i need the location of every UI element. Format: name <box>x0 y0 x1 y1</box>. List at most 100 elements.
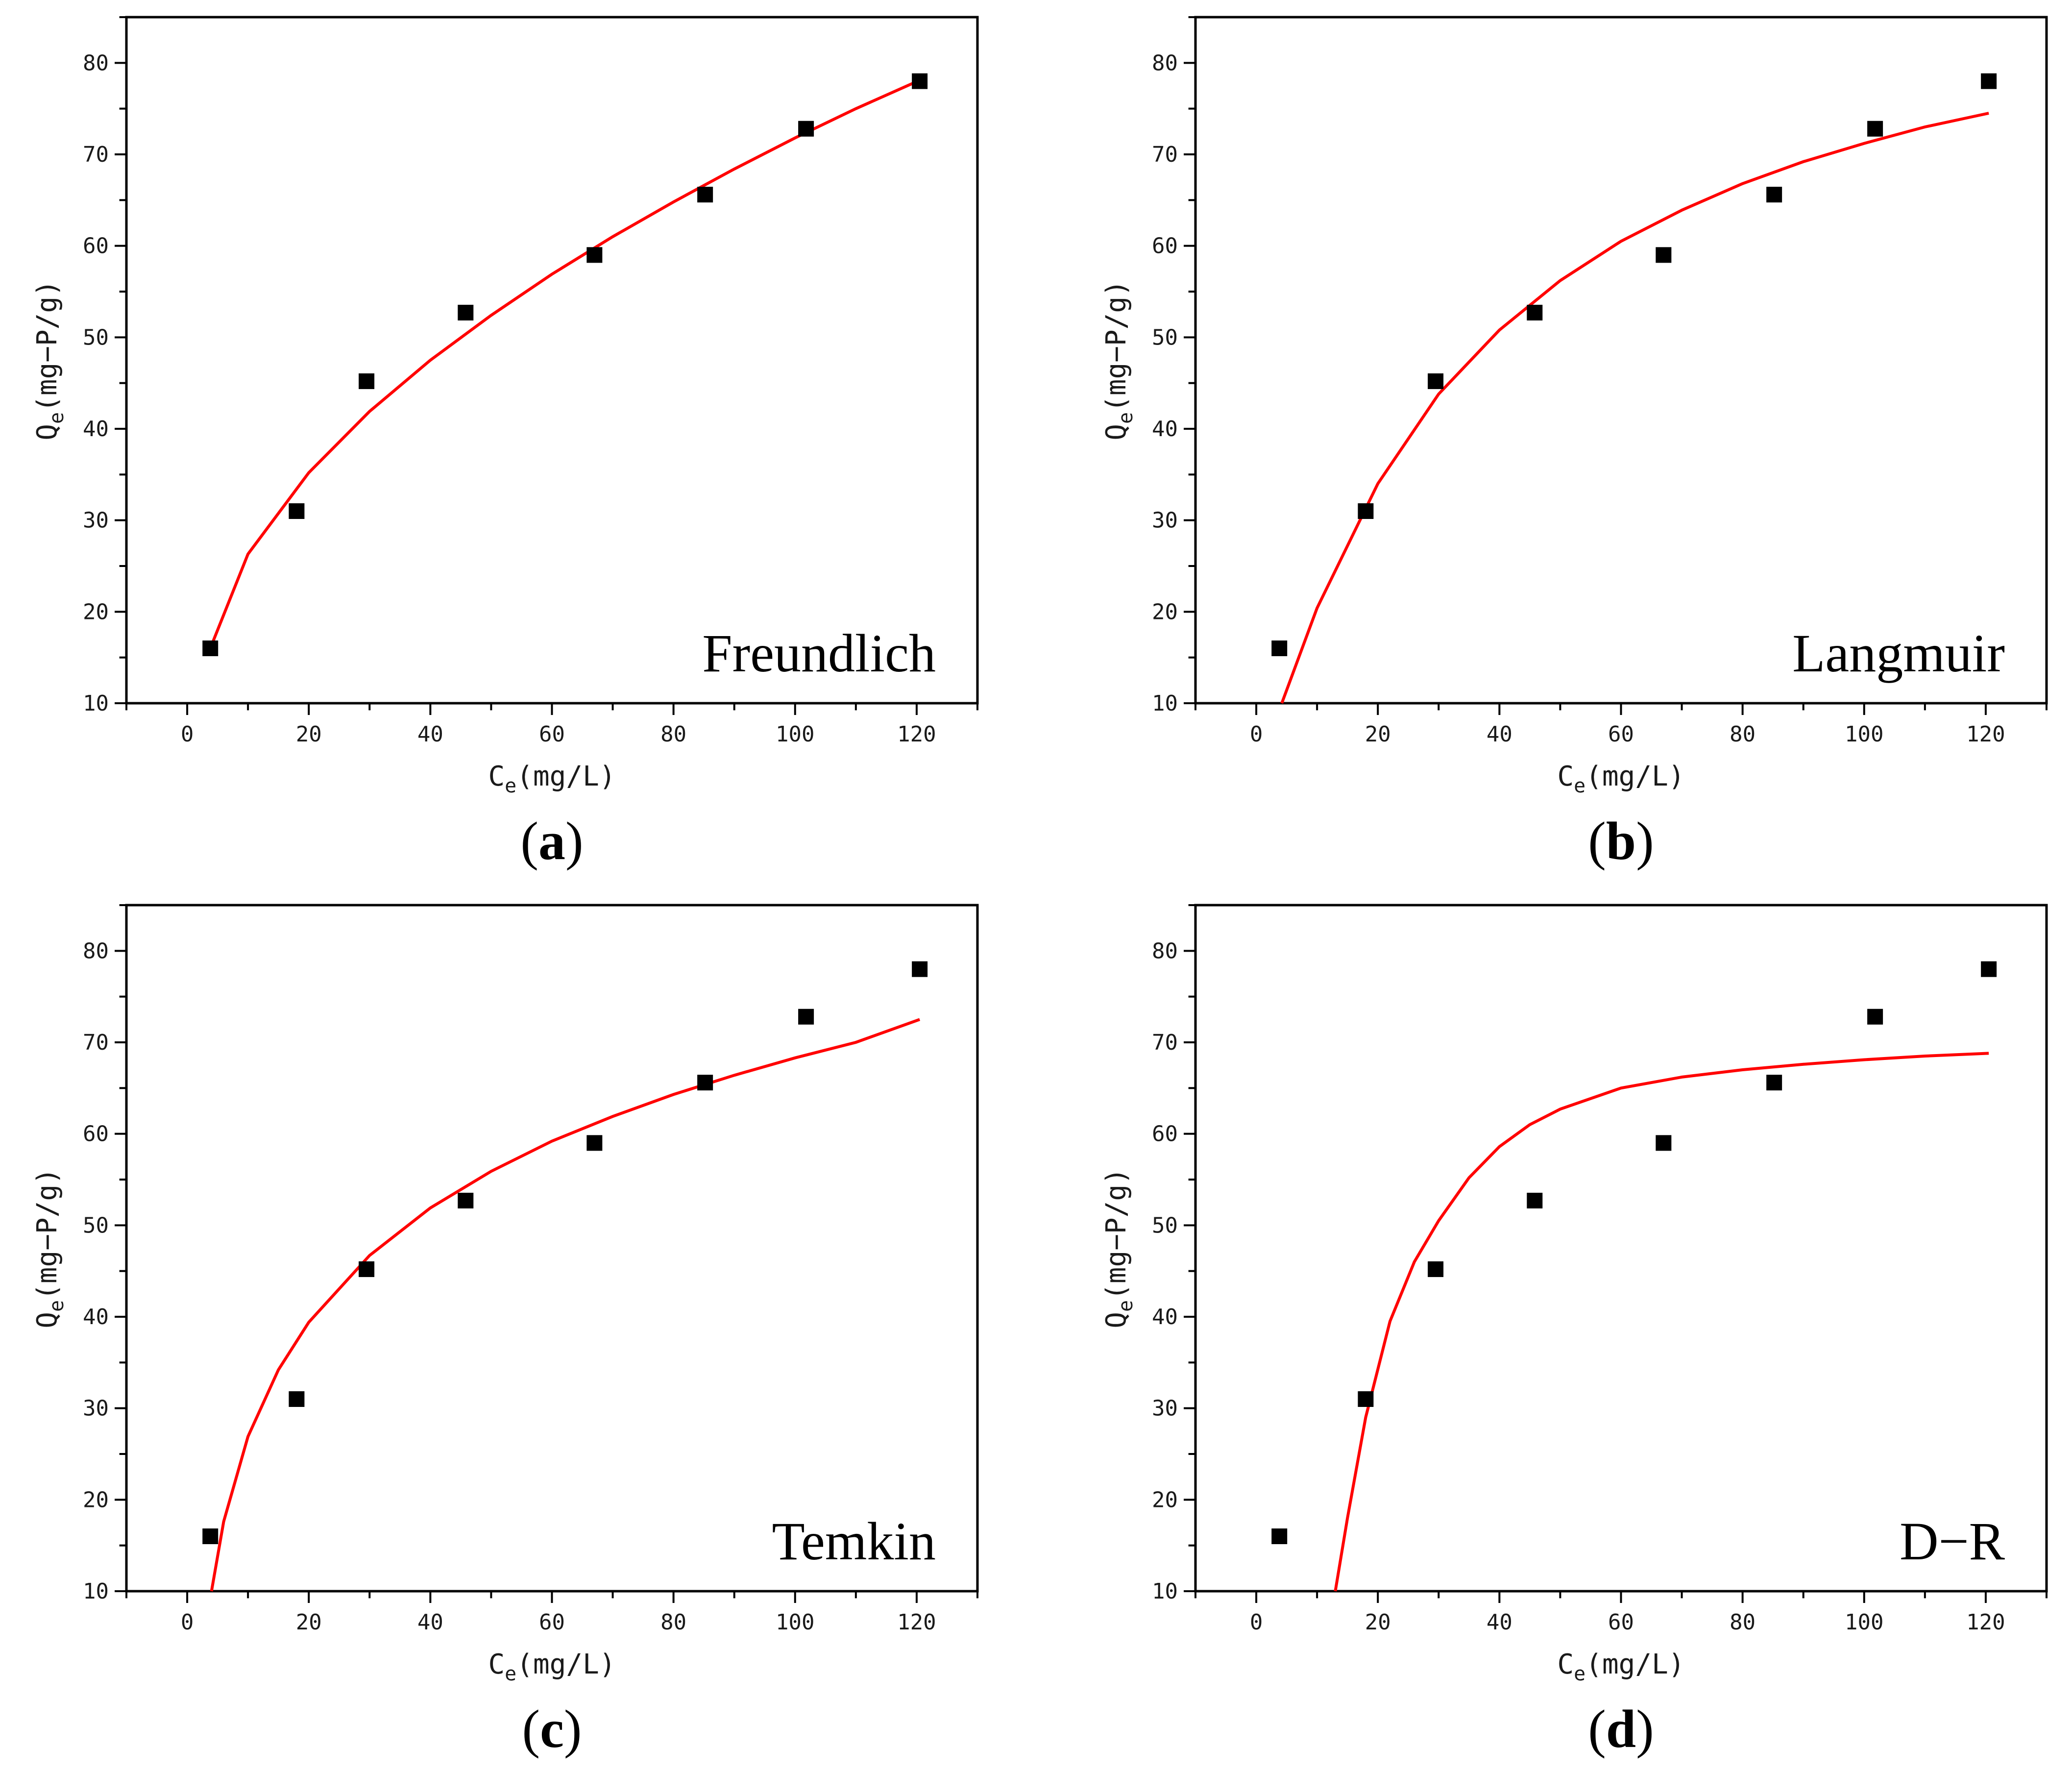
data-point-marker <box>458 1192 474 1208</box>
fit-curve <box>209 79 921 649</box>
y-tick-label: 80 <box>83 50 109 75</box>
x-tick-label: 60 <box>539 722 565 747</box>
caption-open-paren: ( <box>520 811 538 871</box>
data-point-marker <box>912 73 928 89</box>
y-tick-label: 30 <box>1152 1396 1178 1421</box>
data-point-marker <box>202 1528 219 1544</box>
caption-letter: b <box>1606 811 1636 871</box>
model-label: Freundlich <box>702 623 936 683</box>
y-tick-labels: 10 20 30 40 50 60 70 80 <box>83 50 109 716</box>
data-point-marker <box>1271 640 1288 656</box>
panel-caption: (a) <box>520 811 583 871</box>
data-points <box>1271 73 1997 656</box>
x-axis-label-subscript: e <box>505 1663 516 1685</box>
data-point-marker <box>1656 1135 1672 1151</box>
y-tick-labels: 10 20 30 40 50 60 70 80 <box>1152 50 1178 716</box>
x-tick-label: 120 <box>1966 1610 2005 1635</box>
x-axis-label: Ce(mg/L) <box>488 761 615 797</box>
y-axis-label-units: (mg−P/g) <box>1100 1168 1132 1300</box>
data-point-marker <box>1656 247 1672 263</box>
x-axis-label-subscript: e <box>1574 1663 1585 1685</box>
x-tick-label: 100 <box>1845 722 1883 747</box>
y-tick-label: 50 <box>1152 1213 1178 1238</box>
data-point-marker <box>458 304 474 320</box>
x-tick-label: 40 <box>417 1610 443 1635</box>
x-axis-label-main: C <box>488 1649 505 1680</box>
data-point-marker <box>912 961 928 977</box>
y-tick-label: 70 <box>1152 1030 1178 1055</box>
y-tick-label: 40 <box>1152 417 1178 442</box>
x-axis-label-main: C <box>1557 761 1574 792</box>
data-point-marker <box>359 373 375 389</box>
y-tick-label: 40 <box>1152 1305 1178 1330</box>
data-point-marker <box>1867 1009 1883 1025</box>
x-tick-label: 40 <box>1487 1610 1512 1635</box>
fit-curve <box>210 1018 921 1592</box>
x-axis-label-subscript: e <box>505 775 516 797</box>
caption-letter: a <box>538 811 565 871</box>
y-tick-label: 10 <box>83 1579 109 1604</box>
x-axis-label: Ce(mg/L) <box>488 1649 615 1685</box>
y-tick-label: 60 <box>1152 1122 1178 1147</box>
x-axis-label-units: (mg/L) <box>1585 761 1684 792</box>
data-point-marker <box>798 1009 814 1025</box>
y-axis-label-units: (mg−P/g) <box>31 280 63 412</box>
y-axis-label-subscript: e <box>1115 412 1137 424</box>
x-axis-label-main: C <box>1557 1649 1574 1680</box>
x-tick-label: 120 <box>1966 722 2005 747</box>
y-tick-label: 10 <box>83 691 109 716</box>
x-tick-label: 0 <box>181 722 194 747</box>
x-axis-label-main: C <box>488 761 505 792</box>
x-axis-label-units: (mg/L) <box>1585 1649 1684 1680</box>
data-point-marker <box>1981 961 1997 977</box>
panel-caption: (d) <box>1588 1699 1654 1759</box>
y-tick-label: 20 <box>1152 599 1178 624</box>
y-axis-label-main: Q <box>1100 1312 1132 1329</box>
y-axis-label: Qe(mg−P/g) <box>1100 1168 1137 1329</box>
x-axis-label-units: (mg/L) <box>516 1649 615 1680</box>
axis-ticks <box>115 904 978 1603</box>
data-point-marker <box>1428 1261 1444 1277</box>
y-tick-label: 80 <box>1152 938 1178 963</box>
y-tick-label: 20 <box>83 1487 109 1512</box>
y-axis-label: Qe(mg−P/g) <box>1100 280 1137 441</box>
data-point-marker <box>1527 1192 1543 1208</box>
y-tick-label: 10 <box>1152 691 1178 716</box>
x-tick-label: 60 <box>539 1610 565 1635</box>
data-point-marker <box>1766 187 1782 203</box>
plot-frame <box>125 16 979 705</box>
x-tick-label: 20 <box>1365 1610 1391 1635</box>
data-point-marker <box>586 247 603 263</box>
plot-frame <box>1194 904 2048 1593</box>
data-points <box>1271 961 1997 1544</box>
x-tick-label: 100 <box>1845 1610 1883 1635</box>
y-tick-label: 60 <box>1152 234 1178 259</box>
y-axis-label-main: Q <box>31 424 63 441</box>
panel-b: 0 20 40 60 80 100 120 10 20 30 40 50 60 70 80 Langmui… <box>1100 16 2048 871</box>
x-axis-label-subscript: e <box>1574 775 1585 797</box>
caption-letter: d <box>1606 1699 1636 1759</box>
x-tick-label: 20 <box>296 722 322 747</box>
panel-caption: (c) <box>522 1699 582 1759</box>
y-axis-label-subscript: e <box>46 1300 68 1312</box>
x-tick-label: 60 <box>1608 1610 1634 1635</box>
x-tick-label: 80 <box>660 1610 686 1635</box>
x-tick-labels: 0 20 40 60 80 100 120 <box>1250 1610 2005 1635</box>
x-tick-label: 40 <box>1487 722 1512 747</box>
data-points <box>202 961 928 1544</box>
data-point-marker <box>289 1391 305 1407</box>
data-point-marker <box>289 503 305 519</box>
x-tick-label: 40 <box>417 722 443 747</box>
y-tick-label: 70 <box>83 1030 109 1055</box>
y-tick-label: 80 <box>1152 50 1178 75</box>
plot-frame <box>125 904 979 1593</box>
x-tick-labels: 0 20 40 60 80 100 120 <box>181 1610 936 1635</box>
x-tick-label: 60 <box>1608 722 1634 747</box>
x-tick-label: 20 <box>296 1610 322 1635</box>
y-axis-label-units: (mg−P/g) <box>31 1168 63 1300</box>
x-tick-label: 80 <box>1730 722 1755 747</box>
x-axis-label: Ce(mg/L) <box>1557 761 1684 797</box>
y-axis-label-subscript: e <box>1115 1300 1137 1312</box>
